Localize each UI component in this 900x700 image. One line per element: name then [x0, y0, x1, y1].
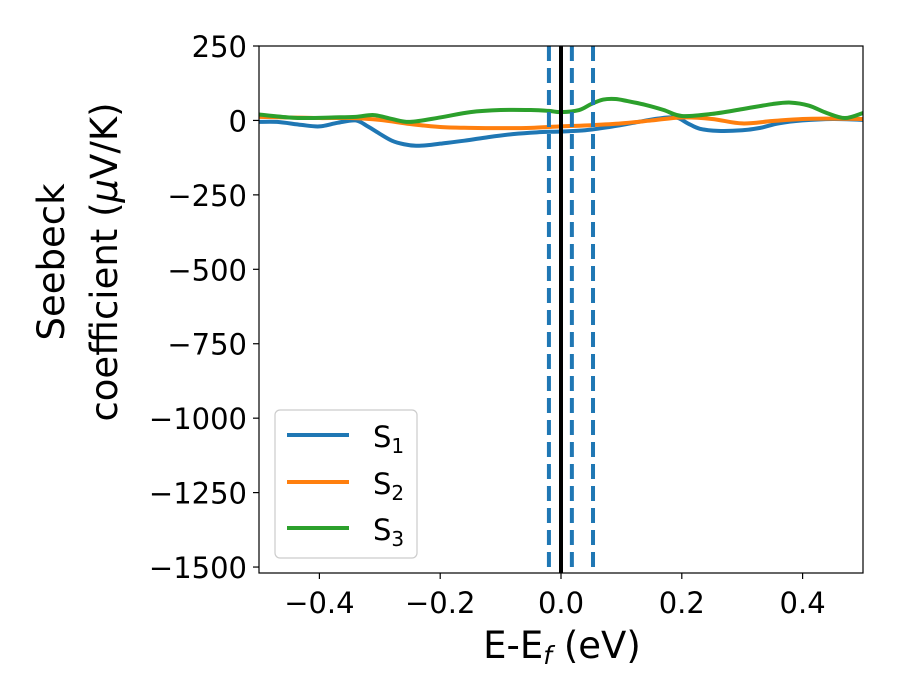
x-tick-label: −0.2 — [405, 586, 475, 620]
legend-label-s2: S2 — [373, 467, 404, 505]
y-tick-label: −750 — [167, 328, 247, 362]
legend-item-s2: S2 — [287, 467, 404, 505]
x-axis-label: E-Ef (eV) — [483, 624, 641, 670]
y-axis-label-unit: V/K) — [83, 102, 126, 178]
legend-label-s2-name: S — [373, 467, 391, 501]
legend-label-s3-sub: 3 — [391, 527, 404, 551]
legend: S1 S2 S3 — [274, 409, 418, 559]
legend-item-s1: S1 — [287, 420, 404, 458]
y-axis-label: Seebeck coefficient (μV/K) — [30, 102, 126, 421]
series-line-s1 — [259, 115, 863, 148]
y-tick-label: 0 — [229, 104, 247, 138]
x-axis-label-text: E-E — [483, 624, 543, 667]
series-line-s3 — [259, 96, 863, 124]
y-axis-label-line2: coefficient (μV/K) — [83, 102, 126, 421]
legend-label-s1-name: S — [373, 420, 391, 454]
plot-area — [259, 46, 863, 573]
x-tick-label: 0.2 — [659, 586, 705, 620]
y-tick-label: −500 — [167, 253, 247, 287]
x-tick-label: 0.4 — [780, 586, 826, 620]
axes: −0.4 −0.2 0.0 0.2 0.4 250 0 −250 −500 −750 −1000 −1… — [149, 30, 864, 620]
y-tick-label: −1500 — [149, 551, 247, 585]
x-tick-label: −0.4 — [284, 586, 354, 620]
legend-label-s3: S3 — [373, 513, 404, 551]
legend-item-s3: S3 — [287, 513, 404, 551]
legend-label-s3-name: S — [373, 513, 391, 547]
y-axis-label-line1: Seebeck — [30, 183, 73, 341]
y-tick-label: −1250 — [149, 477, 247, 511]
x-axis-label-unit: (eV) — [552, 624, 641, 667]
x-tick-label: 0.0 — [538, 586, 584, 620]
y-axis-label-mu: μ — [83, 179, 126, 204]
legend-label-s2-sub: 2 — [391, 481, 404, 505]
y-tick-label: −250 — [167, 179, 247, 213]
y-tick-label: −1000 — [149, 402, 247, 436]
legend-label-s1: S1 — [373, 420, 404, 458]
legend-label-s1-sub: 1 — [391, 434, 404, 458]
y-tick-label: 250 — [192, 30, 247, 64]
y-axis-label-text: coefficient ( — [83, 202, 126, 421]
